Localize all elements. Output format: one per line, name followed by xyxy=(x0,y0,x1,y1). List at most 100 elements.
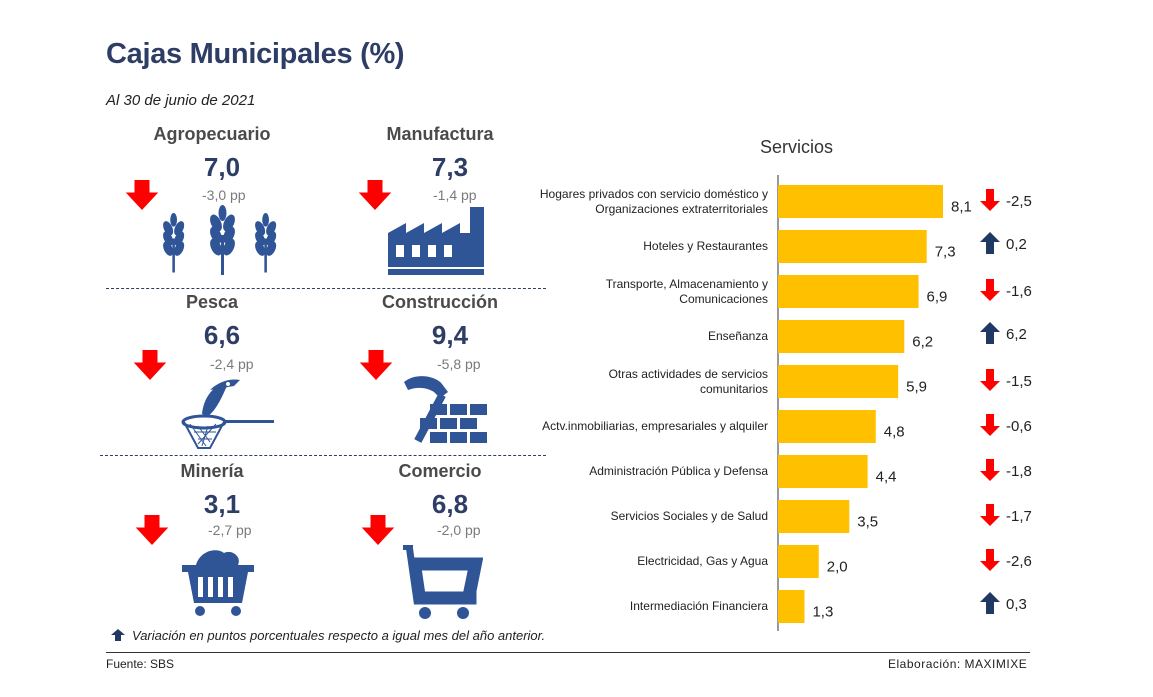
sector-change-pesca: -2,4 pp xyxy=(210,356,254,372)
bar-3 xyxy=(778,320,905,353)
page-title: Cajas Municipales (%) xyxy=(106,38,405,70)
category-label: Transporte, Almacenamiento y Comunicacion… xyxy=(528,277,768,307)
sector-change-unit: pp xyxy=(465,356,481,372)
category-label: Servicios Sociales y de Salud xyxy=(528,509,768,524)
category-label-line: Transporte, Almacenamiento y xyxy=(605,276,768,291)
sector-change-number: -1,4 xyxy=(433,187,458,203)
category-label: Electricidad, Gas y Agua xyxy=(528,554,768,569)
footnote: Variación en puntos porcentuales respect… xyxy=(132,628,546,643)
down-arrow-icon xyxy=(980,414,1000,436)
bar-change-label: -1,5 xyxy=(1006,373,1032,390)
down-arrow-icon xyxy=(980,504,1000,526)
sector-change-number: -2,0 xyxy=(437,522,462,538)
shopping-cart-icon xyxy=(403,544,484,626)
sector-value-agropecuario: 7,0 xyxy=(203,152,241,182)
bar-value-label: 6,9 xyxy=(927,289,948,306)
bar-change-label: -1,7 xyxy=(1006,508,1032,525)
bar-value-label: 2,0 xyxy=(827,559,848,576)
bar-value-label: 7,3 xyxy=(935,244,956,261)
category-label: Hoteles y Restaurantes xyxy=(528,239,768,254)
up-arrow-icon xyxy=(980,592,1000,614)
sector-value-mineria: 3,1 xyxy=(203,489,241,519)
bar-5 xyxy=(778,410,876,443)
category-label-line: Organizaciones extraterritoriales xyxy=(595,201,768,216)
wheat-icon xyxy=(163,205,278,280)
sector-change-agropecuario: -3,0 pp xyxy=(202,187,246,203)
footer-rule xyxy=(106,652,1030,653)
bar-change-label: -1,8 xyxy=(1006,463,1032,480)
down-arrow-icon xyxy=(133,350,167,385)
sector-value-comercio: 6,8 xyxy=(431,489,469,519)
down-arrow-icon xyxy=(980,459,1000,481)
category-label: Intermediación Financiera xyxy=(528,599,768,614)
bar-value-label: 3,5 xyxy=(857,514,878,531)
page-subtitle: Al 30 de junio de 2021 xyxy=(106,92,256,109)
bar-8 xyxy=(778,545,819,578)
bar-change-label: 6,2 xyxy=(1006,326,1027,343)
bar-9 xyxy=(778,590,805,623)
bar-value-label: 5,9 xyxy=(906,379,927,396)
category-label-line: Hoteles y Restaurantes xyxy=(643,239,768,253)
category-label-line: Actv.inmobiliarias, empresariales y alqu… xyxy=(542,419,768,433)
up-arrow-icon xyxy=(980,232,1000,254)
source-note: Fuente: SBS xyxy=(106,657,175,671)
sector-value-pesca: 6,6 xyxy=(203,320,241,350)
category-label-line: Intermediación Financiera xyxy=(629,599,768,613)
sector-name-comercio: Comercio xyxy=(398,461,482,481)
sector-change-number: -2,4 xyxy=(210,356,235,372)
bar-7 xyxy=(778,500,850,533)
up-arrow-icon xyxy=(980,322,1000,344)
bar-4 xyxy=(778,365,899,398)
down-arrow-icon xyxy=(135,515,169,550)
category-label: Enseñanza xyxy=(528,329,768,344)
category-label: Actv.inmobiliarias, empresariales y alqu… xyxy=(528,419,768,434)
sector-change-number: -5,8 xyxy=(437,356,462,372)
sector-name-agropecuario: Agropecuario xyxy=(153,124,271,144)
bar-value-label: 4,4 xyxy=(876,469,897,486)
category-label-line: Enseñanza xyxy=(707,329,768,343)
hammer-bricks-icon xyxy=(398,374,488,455)
category-label-line: Electricidad, Gas y Agua xyxy=(637,554,768,568)
sector-change-unit: pp xyxy=(230,187,246,203)
divider-row-2 xyxy=(100,455,546,456)
sector-value-construccion: 9,4 xyxy=(431,320,469,350)
sector-name-manufactura: Manufactura xyxy=(386,124,494,144)
sector-value-manufactura: 7,3 xyxy=(431,152,469,182)
chart-title: Servicios xyxy=(760,137,834,157)
down-arrow-icon xyxy=(361,515,395,550)
sector-change-manufactura: -1,4 pp xyxy=(433,187,477,203)
down-arrow-icon xyxy=(358,180,392,215)
category-label-line: comunitarios xyxy=(699,381,768,396)
category-label-line: Servicios Sociales y de Salud xyxy=(610,509,768,523)
bar-0 xyxy=(778,185,943,218)
bar-change-label: -2,5 xyxy=(1006,193,1032,210)
bar-change-label: -1,6 xyxy=(1006,283,1032,300)
sector-name-pesca: Pesca xyxy=(185,292,239,312)
fishing-net-icon xyxy=(180,372,276,457)
down-arrow-icon xyxy=(980,369,1000,391)
sector-name-mineria: Minería xyxy=(180,461,244,481)
bar-change-label: -0,6 xyxy=(1006,418,1032,435)
category-label: Administración Pública y Defensa xyxy=(528,464,768,479)
services-bar-chart: 8,1 -2,5 7,3 0,2 6,9 -1,6 6,2 6,2 5,9 -1,5 4,8 -0,6… xyxy=(777,175,1032,631)
sector-change-unit: pp xyxy=(238,356,254,372)
sector-change-comercio: -2,0 pp xyxy=(437,522,481,538)
factory-icon xyxy=(386,205,486,280)
sector-change-number: -2,7 xyxy=(208,522,233,538)
up-arrow-legend-icon xyxy=(111,629,125,641)
sector-change-unit: pp xyxy=(465,522,481,538)
bar-change-label: 0,3 xyxy=(1006,596,1027,613)
category-label-line: Otras actividades de servicios xyxy=(608,366,768,381)
sector-change-construccion: -5,8 pp xyxy=(437,356,481,372)
down-arrow-icon xyxy=(980,189,1000,211)
down-arrow-icon xyxy=(980,279,1000,301)
bar-value-label: 8,1 xyxy=(951,199,972,216)
bar-1 xyxy=(778,230,927,263)
down-arrow-icon xyxy=(359,350,393,385)
bar-6 xyxy=(778,455,868,488)
bar-value-label: 6,2 xyxy=(912,334,933,351)
category-label: Hogares privados con servicio doméstico … xyxy=(528,187,768,217)
down-arrow-icon xyxy=(980,549,1000,571)
bar-2 xyxy=(778,275,919,308)
sector-change-unit: pp xyxy=(236,522,252,538)
